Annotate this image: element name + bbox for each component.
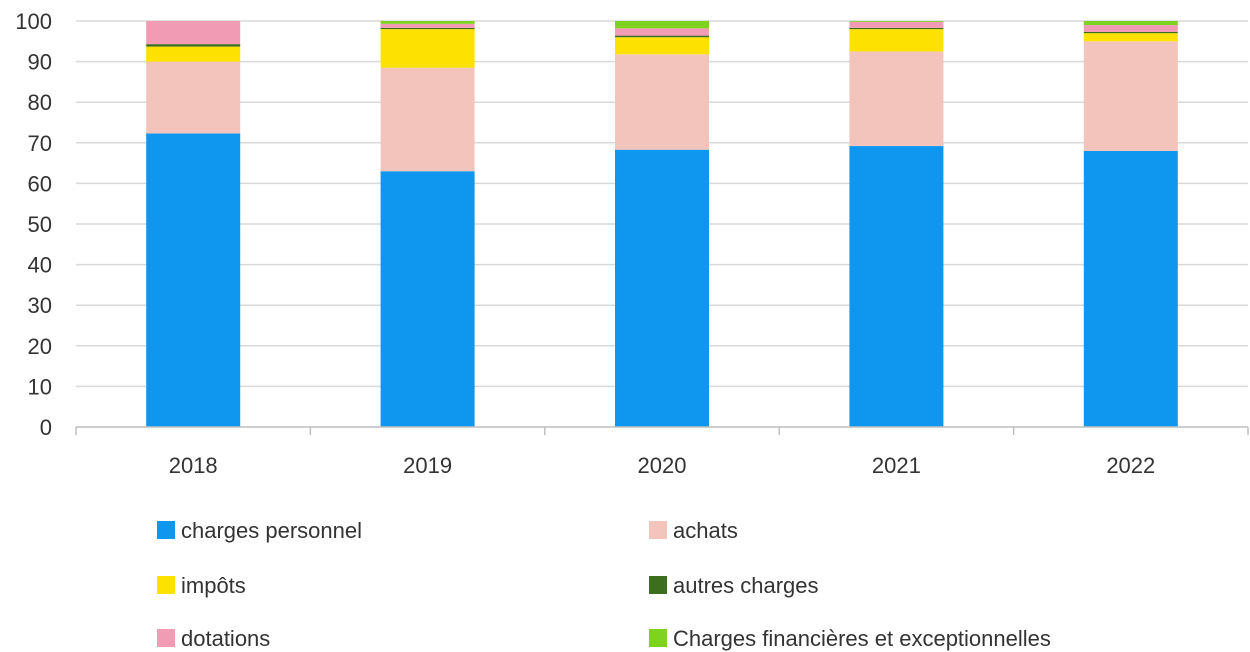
y-tick-label: 20	[28, 334, 52, 359]
x-tick-label: 2022	[1106, 453, 1155, 478]
bar-segment	[615, 21, 709, 29]
bar-segment	[146, 44, 241, 47]
y-tick-label: 50	[28, 212, 52, 237]
bar-segment	[1083, 150, 1178, 428]
legend-swatch	[157, 576, 175, 594]
bar-segment	[1083, 31, 1178, 34]
legend-label: charges personnel	[181, 518, 362, 543]
bar-segment	[849, 21, 944, 22]
legend-label: achats	[673, 518, 738, 543]
bar-segment	[1083, 21, 1178, 26]
y-tick-label: 90	[28, 50, 52, 75]
bar-segment	[615, 35, 709, 38]
y-tick-label: 40	[28, 253, 52, 278]
x-tick-label: 2021	[872, 453, 921, 478]
x-tick-label: 2019	[403, 453, 452, 478]
y-tick-label: 30	[28, 293, 52, 318]
bar-segment	[1083, 33, 1178, 42]
bar-segment	[615, 149, 709, 427]
bar-segment	[615, 54, 709, 150]
bar-segment	[380, 27, 475, 30]
y-tick-label: 70	[28, 131, 52, 156]
bar-segment	[849, 27, 944, 30]
y-tick-label: 80	[28, 90, 52, 115]
legend: charges personnel achats impôts autres char…	[157, 518, 1051, 651]
legend-label: Charges financières et exceptionnelles	[673, 626, 1051, 651]
bar-segment	[146, 133, 241, 427]
legend-swatch	[157, 629, 175, 647]
legend-label: autres charges	[673, 573, 819, 598]
bar-segment	[849, 21, 944, 28]
bar-segment	[146, 21, 241, 45]
bar-segment	[615, 37, 709, 55]
bar-segment	[380, 21, 475, 24]
bar-segment	[849, 51, 944, 147]
y-tick-label: 100	[15, 9, 52, 34]
y-tick-label: 0	[40, 415, 52, 440]
x-tick-label: 2018	[169, 453, 218, 478]
bar-segment	[146, 46, 241, 62]
bar-segment	[1083, 25, 1178, 32]
bar-segment	[1083, 41, 1178, 151]
y-tick-label: 10	[28, 374, 52, 399]
bar-segment	[146, 61, 241, 134]
legend-swatch	[649, 576, 667, 594]
bar-segment	[849, 146, 944, 427]
bars	[146, 21, 1178, 428]
bar-segment	[849, 29, 944, 52]
bar-segment	[615, 28, 709, 36]
axes: 0 10 20 30 40 50 60 70 80 90 100 2018 2019 2020 2021 20…	[15, 9, 1249, 478]
legend-label: impôts	[181, 573, 246, 598]
legend-label: dotations	[181, 626, 270, 651]
legend-swatch	[649, 521, 667, 539]
legend-swatch	[157, 521, 175, 539]
bar-segment	[380, 67, 475, 172]
bar-segment	[380, 171, 475, 427]
y-tick-label: 60	[28, 171, 52, 196]
legend-swatch	[649, 629, 667, 647]
bar-segment	[380, 23, 475, 28]
x-tick-label: 2020	[638, 453, 687, 478]
bar-segment	[380, 29, 475, 68]
